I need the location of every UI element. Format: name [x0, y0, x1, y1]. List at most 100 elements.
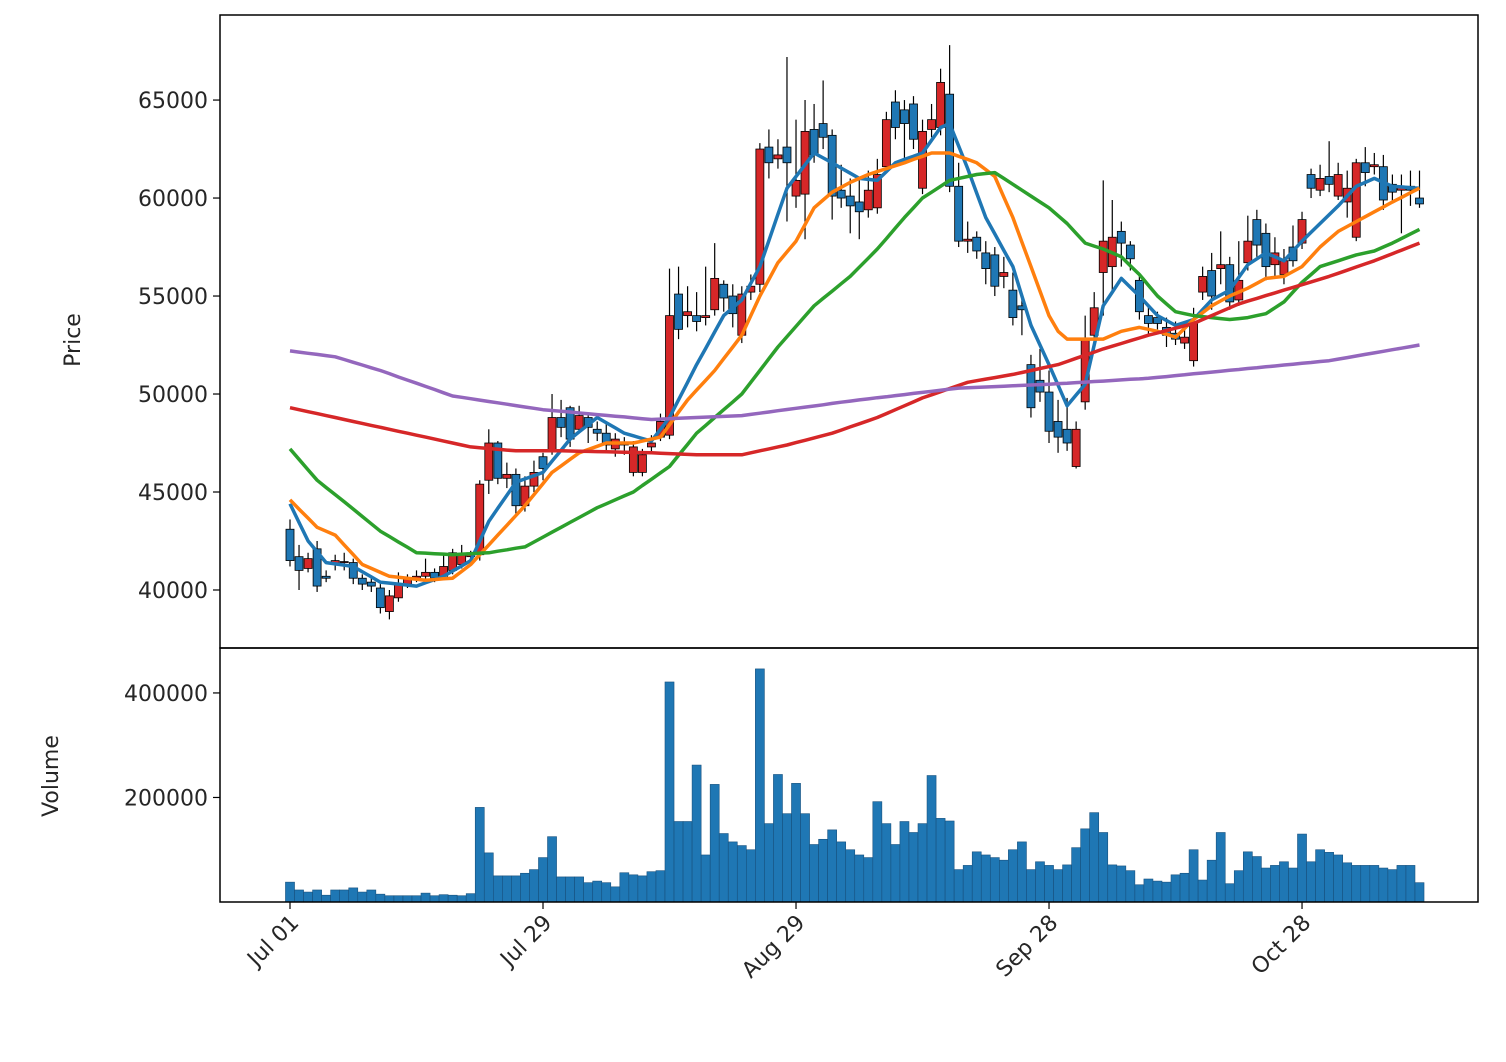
y-tick-label: 400000	[124, 682, 208, 707]
candle-body	[719, 283, 729, 299]
volume-bar	[628, 874, 639, 903]
candle-body	[1351, 162, 1361, 238]
volume-bar	[1324, 852, 1334, 903]
volume-bar	[321, 894, 331, 903]
volume-bar	[746, 849, 756, 903]
candle-body	[701, 315, 711, 318]
volume-bar	[655, 870, 666, 903]
volume-bar	[438, 894, 449, 903]
volume-bar	[366, 889, 377, 903]
candle-body	[375, 587, 385, 609]
candle-body	[1324, 176, 1334, 185]
volume-bar	[1342, 862, 1353, 903]
candle-body	[936, 82, 945, 128]
volume-bar	[610, 886, 621, 903]
candle-body	[312, 548, 322, 587]
candle-body	[1243, 240, 1253, 264]
volume-bar	[1098, 832, 1109, 903]
volume-bar	[773, 774, 783, 903]
volume-bar	[1125, 870, 1136, 903]
volume-bar	[727, 841, 738, 903]
candle-body	[945, 93, 955, 187]
volume-bar	[330, 889, 340, 903]
candle-body	[692, 315, 702, 322]
volume-bar	[1161, 881, 1172, 903]
volume-bar	[953, 869, 964, 903]
candle-body	[303, 558, 313, 569]
candle-body	[1008, 289, 1018, 318]
volume-bar	[538, 857, 548, 903]
volume-bar	[673, 821, 684, 903]
volume-bar	[520, 872, 530, 903]
volume-bar	[962, 865, 973, 903]
volume-bar	[502, 875, 512, 903]
y-tick-label: 40000	[138, 579, 208, 604]
volume-bar	[1071, 847, 1081, 903]
candle-body	[927, 119, 936, 130]
candle-body	[791, 180, 801, 197]
candle-body	[755, 148, 765, 285]
candle-body	[1261, 232, 1271, 268]
volume-bar	[1107, 864, 1118, 903]
candle-body	[1207, 270, 1217, 297]
y-tick-label: 50000	[138, 383, 208, 408]
volume-bar	[664, 681, 675, 903]
candle-body	[963, 238, 973, 242]
candle-body	[285, 528, 295, 561]
candle-body	[1315, 178, 1325, 191]
volume-bar	[700, 854, 711, 903]
candle-body	[954, 185, 964, 242]
volume-bar	[899, 821, 910, 903]
candle-body	[321, 575, 331, 579]
candle-body	[1098, 240, 1108, 273]
candle-body	[990, 254, 1000, 287]
volume-bar	[1369, 865, 1380, 903]
volume-bar	[1089, 812, 1100, 903]
volume-bar	[357, 891, 368, 903]
volume-bar	[483, 852, 494, 903]
candle-body	[1071, 428, 1081, 467]
volume-bar	[411, 895, 422, 903]
volume-bar	[1206, 859, 1217, 903]
volume-bar	[474, 807, 485, 903]
volume-bar	[1387, 869, 1398, 903]
candle-body	[647, 442, 656, 448]
volume-bar	[1333, 854, 1343, 903]
candle-body	[592, 428, 602, 434]
volume-bar	[1008, 849, 1018, 903]
candle-body	[1125, 244, 1135, 260]
volume-bar	[1405, 865, 1416, 903]
volume-bar	[764, 823, 774, 903]
volume-bar	[1233, 870, 1244, 903]
volume-bar	[601, 882, 612, 903]
candle-body	[981, 252, 991, 269]
volume-bar	[1261, 867, 1271, 903]
candle-body	[1053, 421, 1063, 438]
volume-bar	[1396, 865, 1407, 903]
volume-bar	[818, 838, 828, 903]
candle-body	[339, 561, 349, 563]
volume-bar	[863, 857, 874, 903]
moving-average-line	[288, 121, 1420, 588]
volume-bar	[294, 889, 304, 903]
volume-bar	[1306, 861, 1316, 903]
candle-body	[484, 442, 494, 481]
candle-body	[511, 473, 521, 507]
candle-body	[384, 595, 394, 612]
volume-bar	[1224, 883, 1235, 903]
candle-body	[1216, 264, 1226, 269]
volume-bar	[682, 821, 693, 903]
volume-bar	[881, 823, 892, 903]
candle-body	[683, 311, 692, 317]
candle-body	[1306, 174, 1316, 189]
volume-bar	[854, 854, 865, 903]
volume-bar	[944, 820, 955, 903]
volume-bar	[1035, 861, 1045, 903]
candle-body	[366, 581, 376, 587]
candle-body	[665, 315, 674, 436]
volume-bar	[736, 845, 747, 903]
volume-bar	[1026, 869, 1036, 903]
moving-average-line	[288, 170, 1421, 557]
candle-body	[674, 293, 683, 330]
